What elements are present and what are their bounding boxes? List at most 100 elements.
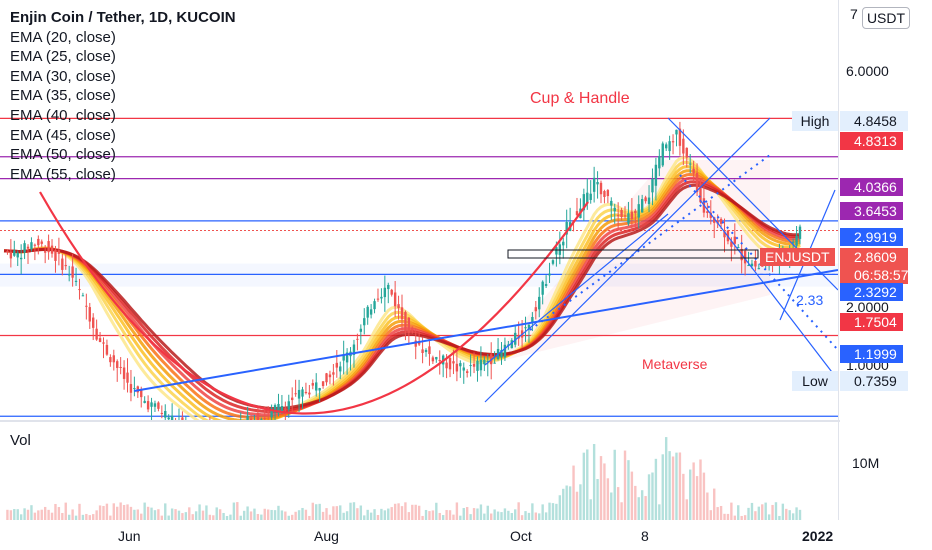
candle-body: [88, 307, 91, 322]
volume-bar: [538, 513, 541, 520]
x-axis-label-jun: Jun: [118, 528, 141, 544]
volume-bar: [623, 450, 627, 520]
volume-bar: [328, 514, 332, 520]
volume-bar: [315, 504, 318, 520]
candle-body: [109, 357, 112, 363]
volume-bar: [668, 451, 671, 520]
candle-body: [150, 402, 153, 407]
candle-body: [363, 318, 366, 326]
volume-bar: [723, 513, 726, 520]
volume-bar: [54, 503, 57, 520]
volume-bar: [582, 452, 586, 520]
candle-body: [71, 266, 74, 278]
volume-bar: [558, 495, 562, 520]
candle-body: [253, 422, 255, 426]
ema-40-label[interactable]: EMA (40, close): [10, 106, 116, 124]
volume-bar: [411, 504, 414, 520]
volume-bar: [462, 508, 465, 520]
metaverse-annotation[interactable]: Metaverse: [642, 356, 708, 372]
candle-body: [737, 247, 740, 249]
volume-label[interactable]: Vol: [10, 432, 31, 449]
volume-bar: [232, 502, 236, 520]
level-tag-4-8313: 4.8313: [840, 132, 903, 150]
ema-30-label[interactable]: EMA (30, close): [10, 67, 116, 85]
volume-bar: [651, 472, 654, 520]
volume-bar: [743, 515, 747, 520]
volume-bar: [146, 506, 150, 520]
volume-bar: [661, 454, 664, 520]
cup-handle-annotation[interactable]: Cup & Handle: [530, 90, 630, 107]
ema-45-label[interactable]: EMA (45, close): [10, 126, 116, 144]
currency-button[interactable]: USDT: [862, 7, 910, 29]
candle-body: [116, 361, 119, 368]
ema-25-label[interactable]: EMA (25, close): [10, 48, 116, 66]
volume-bar: [256, 513, 260, 520]
falling-mid-dotted: [679, 174, 838, 351]
volume-bar: [332, 506, 335, 520]
volume-bar: [761, 504, 764, 520]
candle-body: [321, 381, 325, 387]
volume-bar: [212, 515, 215, 520]
candle-body: [548, 273, 551, 276]
candle-body: [335, 362, 339, 368]
volume-bar: [33, 512, 37, 520]
candle-body: [380, 296, 383, 299]
price-axis-separator: [838, 0, 839, 520]
candle-body: [393, 292, 397, 307]
ema-20-label[interactable]: EMA (20, close): [10, 28, 116, 46]
candle-body: [668, 141, 671, 152]
ema-35-label[interactable]: EMA (35, close): [10, 87, 116, 105]
candle-body: [397, 304, 400, 309]
symbol-title[interactable]: Enjin Coin / Tether, 1D, KUCOIN: [10, 9, 236, 26]
volume-bar: [95, 510, 98, 520]
candle-body: [798, 226, 802, 239]
volume-bar: [222, 512, 225, 520]
candle-body: [675, 129, 678, 135]
volume-bar: [548, 502, 551, 520]
candle-body: [209, 430, 211, 436]
candle-body: [730, 241, 733, 247]
candle-body: [661, 143, 664, 166]
volume-bar: [150, 507, 153, 520]
candle-body: [126, 372, 129, 383]
ema-55-label[interactable]: EMA (55, close): [10, 165, 116, 183]
volume-bar: [181, 513, 184, 520]
candle-body: [146, 401, 150, 410]
candle-body: [376, 298, 380, 300]
pane-separator[interactable]: [0, 420, 840, 422]
volume-bar: [19, 514, 23, 520]
candle-body: [43, 251, 47, 253]
candle-body: [67, 274, 71, 276]
candle-body: [202, 432, 204, 435]
candle-body: [743, 250, 747, 264]
candle-body: [266, 411, 270, 413]
candle-body: [647, 197, 651, 205]
volume-bar: [479, 504, 483, 520]
ema-50-line: [4, 180, 801, 414]
volume-bar: [311, 502, 314, 520]
volume-bar: [116, 506, 119, 520]
candle-body: [311, 383, 314, 386]
volume-bar: [373, 509, 376, 520]
level-233-annotation[interactable]: 2.33: [796, 292, 824, 308]
candle-body: [428, 346, 431, 355]
candle-body: [654, 164, 658, 186]
ema-50-label[interactable]: EMA (50, close): [10, 146, 116, 164]
candle-body: [486, 360, 489, 362]
candle-body: [575, 211, 579, 216]
volume-bar: [184, 512, 188, 520]
candle-body: [791, 241, 795, 243]
volume-bar: [435, 502, 438, 520]
candle-body: [143, 400, 146, 404]
candle-body: [706, 211, 709, 214]
volume-bar: [452, 514, 455, 520]
volume-bar: [733, 515, 737, 520]
volume-bar: [167, 515, 170, 520]
volume-bar: [397, 503, 400, 520]
candle-body: [40, 241, 43, 244]
candle-body: [308, 392, 311, 395]
candle-body: [424, 349, 428, 353]
volume-bar: [781, 503, 785, 520]
volume-bar: [404, 502, 407, 520]
